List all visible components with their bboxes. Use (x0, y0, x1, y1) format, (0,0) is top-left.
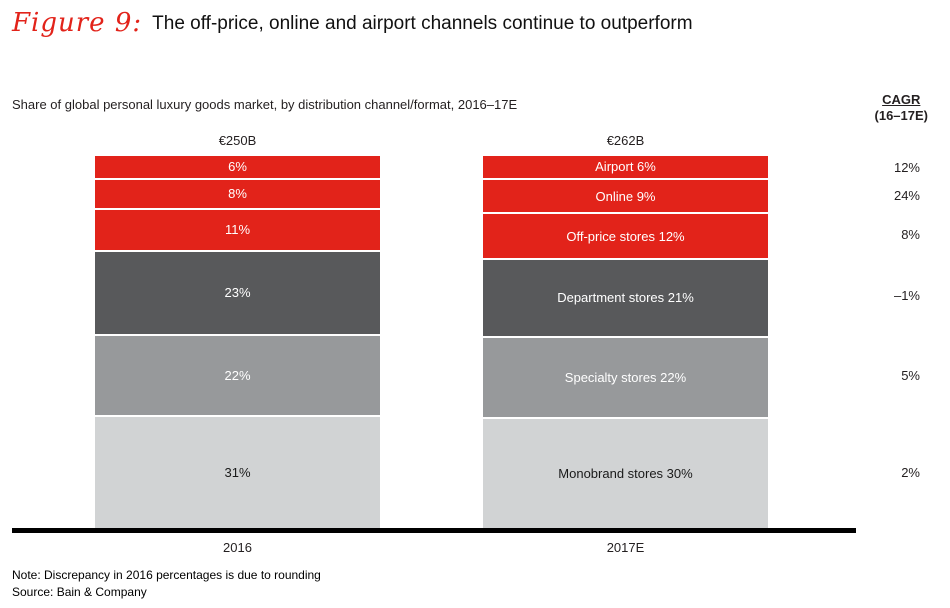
cagr-header: CAGR (16–17E) (875, 92, 928, 124)
cagr-value-online: 24% (893, 187, 920, 203)
segment-2017-online: Online 9% (483, 179, 768, 215)
segment-2016-specialty-stores: 22% (95, 336, 380, 417)
x-axis-label-2017e: 2017E (606, 540, 645, 555)
bar-total-2016: €250B (218, 133, 257, 148)
footnote: Note: Discrepancy in 2016 percentages is… (12, 568, 321, 582)
source-line: Source: Bain & Company (12, 585, 147, 599)
cagr-value-department-stores: –1% (893, 288, 920, 303)
x-axis-label-2016: 2016 (223, 540, 252, 555)
cagr-value-specialty-stores: 5% (901, 367, 920, 383)
cagr-header-line2: (16–17E) (874, 108, 928, 123)
chart-subtitle: Share of global personal luxury goods ma… (12, 97, 518, 112)
bar-2017e: Airport 6% Online 9% Off-price stores 12… (483, 156, 768, 528)
segment-2016-online: 8% (95, 179, 380, 211)
segment-2017-airport: Airport 6% (483, 156, 768, 180)
figure-title: The off-price, online and airport channe… (152, 13, 693, 34)
bar-2016: 6% 8% 11% 23% 22% 31% (95, 156, 380, 528)
cagr-header-line1: CAGR (882, 92, 921, 107)
cagr-value-monobrand-stores: 2% (901, 464, 920, 480)
cagr-column: 12% 24% 8% –1% 5% 2% (858, 156, 920, 528)
x-axis-line (12, 528, 856, 533)
segment-2016-monobrand-stores: 31% (95, 416, 380, 528)
segment-2017-specialty-stores: Specialty stores 22% (483, 337, 768, 420)
segment-2016-airport: 6% (95, 156, 380, 180)
bar-total-2017: €262B (606, 133, 645, 148)
segment-2017-off-price-stores: Off-price stores 12% (483, 214, 768, 260)
figure-label: Figure 9: (12, 8, 143, 38)
figure-header: Figure 9: The off-price, online and airpo… (12, 8, 693, 38)
segment-2017-monobrand-stores: Monobrand stores 30% (483, 419, 768, 528)
segment-2017-department-stores: Department stores 21% (483, 259, 768, 338)
segment-2016-off-price-stores: 11% (95, 210, 380, 252)
segment-2016-department-stores: 23% (95, 251, 380, 337)
cagr-value-off-price-stores: 8% (901, 226, 920, 242)
cagr-value-airport: 12% (893, 159, 920, 175)
